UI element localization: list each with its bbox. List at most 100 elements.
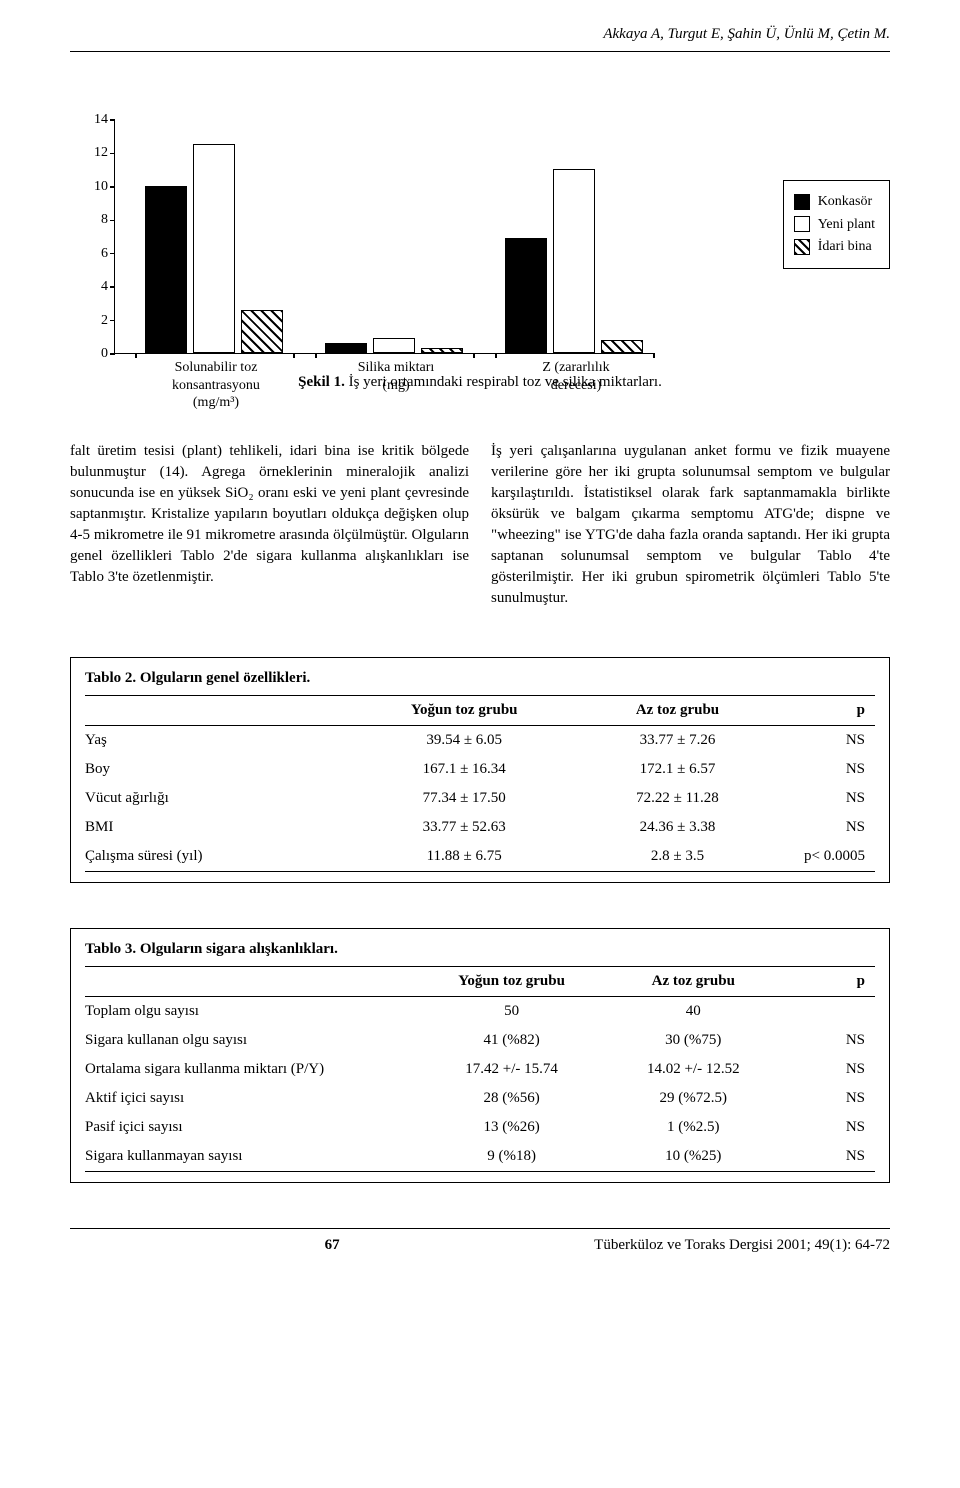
table-cell: 1 (%2.5) [606,1113,780,1142]
table-row: Çalışma süresi (yıl)11.88 ± 6.752.8 ± 3.… [85,842,875,872]
table-header [85,696,354,726]
table-header: Az toz grubu [575,696,780,726]
table3: Yoğun toz grubuAz toz grubupToplam olgu … [85,966,875,1172]
table-cell: 13 (%26) [417,1113,607,1142]
table-cell: Çalışma süresi (yıl) [85,842,354,872]
table-cell: 30 (%75) [606,1026,780,1055]
x-category-label: Silika miktarı(mg) [301,353,491,394]
bar-yeni-plant [193,144,235,353]
table-cell: 72.22 ± 11.28 [575,784,780,813]
table-cell: NS [780,1055,875,1084]
table-row: Sigara kullanmayan sayısı9 (%18)10 (%25)… [85,1142,875,1172]
page-footer: 67 Tüberküloz ve Toraks Dergisi 2001; 49… [70,1229,890,1256]
table-cell: 39.54 ± 6.05 [354,726,575,756]
legend-swatch [794,239,810,255]
table-cell: 17.42 +/- 15.74 [417,1055,607,1084]
table-cell: NS [780,755,875,784]
x-category-label: Z (zararlılıkderecesi) [481,353,671,394]
table-cell: Pasif içici sayısı [85,1113,417,1142]
table-cell: NS [780,1113,875,1142]
bar-chart: 0 2 4 6 8 10 12 14 Solunabilir tozkonsantrasyon… [70,112,740,362]
table-cell: 28 (%56) [417,1084,607,1113]
table2-title: Tablo 2. Olguların genel özellikleri. [85,668,875,695]
bar-yeni-plant [373,338,415,353]
table2: Yoğun toz grubuAz toz grubupYaş39.54 ± 6… [85,695,875,872]
y-tick-label: 2 [101,311,108,331]
legend-swatch [794,194,810,210]
chart-container: 0 2 4 6 8 10 12 14 Solunabilir tozkonsantrasyon… [70,112,890,362]
table-row: Boy167.1 ± 16.34172.1 ± 6.57NS [85,755,875,784]
table-cell: NS [780,784,875,813]
table-row: Yaş39.54 ± 6.0533.77 ± 7.26NS [85,726,875,756]
legend-item: İdari bina [794,237,875,257]
table-cell: p< 0.0005 [780,842,875,872]
table-header: Yoğun toz grubu [354,696,575,726]
y-tick-label: 14 [94,110,108,130]
table-cell: 167.1 ± 16.34 [354,755,575,784]
table-row: BMI33.77 ± 52.6324.36 ± 3.38NS [85,813,875,842]
table3-box: Tablo 3. Olguların sigara alışkanlıkları… [70,928,890,1183]
y-tick-label: 0 [101,344,108,364]
table-cell: Sigara kullanan olgu sayısı [85,1026,417,1055]
journal-ref: Tüberküloz ve Toraks Dergisi 2001; 49(1)… [594,1235,890,1256]
plot-area: Solunabilir tozkonsantrasyonu(mg/m³)Sili… [114,120,654,354]
table-cell: 77.34 ± 17.50 [354,784,575,813]
y-tick-label: 8 [101,210,108,230]
table-cell: 10 (%25) [606,1142,780,1172]
legend-swatch [794,216,810,232]
table-cell: 40 [606,997,780,1027]
bar-i̇dari-bina [601,340,643,353]
table-cell: Sigara kullanmayan sayısı [85,1142,417,1172]
table2-box: Tablo 2. Olguların genel özellikleri. Yo… [70,657,890,883]
table-cell: Toplam olgu sayısı [85,997,417,1027]
bar-yeni-plant [553,169,595,353]
table3-title: Tablo 3. Olguların sigara alışkanlıkları… [85,939,875,966]
table-header: p [780,967,875,997]
table-cell: 29 (%72.5) [606,1084,780,1113]
legend-item: Yeni plant [794,215,875,235]
table-cell: 24.36 ± 3.38 [575,813,780,842]
table-cell: 14.02 +/- 12.52 [606,1055,780,1084]
chart-legend: Konkasör Yeni plantİdari bina [783,180,890,269]
table-row: Aktif içici sayısı28 (%56)29 (%72.5)NS [85,1084,875,1113]
legend-item: Konkasör [794,192,875,212]
y-tick-label: 6 [101,244,108,264]
table-header: Az toz grubu [606,967,780,997]
table-header: p [780,696,875,726]
table-cell: Yaş [85,726,354,756]
bar-konkasör [145,186,187,353]
table-cell [780,997,875,1027]
table-cell: 9 (%18) [417,1142,607,1172]
table-cell: 172.1 ± 6.57 [575,755,780,784]
table-cell: Boy [85,755,354,784]
table-cell: 11.88 ± 6.75 [354,842,575,872]
legend-label: İdari bina [818,237,872,257]
bar-konkasör [505,238,547,353]
table-row: Toplam olgu sayısı5040 [85,997,875,1027]
body-right: İş yeri çalışanlarına uygulanan anket fo… [491,441,890,609]
body-left: falt üretim tesisi (plant) tehlikeli, id… [70,441,469,609]
table-cell: NS [780,1084,875,1113]
table-cell: 33.77 ± 7.26 [575,726,780,756]
header-divider [70,51,890,52]
table-cell: 33.77 ± 52.63 [354,813,575,842]
bar-konkasör [325,343,367,353]
bar-i̇dari-bina [241,310,283,353]
table-cell: 2.8 ± 3.5 [575,842,780,872]
y-tick-label: 4 [101,277,108,297]
y-tick-label: 12 [94,144,108,164]
table-cell: NS [780,1142,875,1172]
table-row: Ortalama sigara kullanma miktarı (P/Y)17… [85,1055,875,1084]
legend-label: Konkasör [818,192,872,212]
y-tick-label: 10 [94,177,108,197]
table-header [85,967,417,997]
page-number: 67 [325,1235,340,1256]
table-cell: Vücut ağırlığı [85,784,354,813]
table-row: Vücut ağırlığı77.34 ± 17.5072.22 ± 11.28… [85,784,875,813]
table-header: Yoğun toz grubu [417,967,607,997]
body-columns: falt üretim tesisi (plant) tehlikeli, id… [70,441,890,609]
table-cell: NS [780,813,875,842]
table-cell: 41 (%82) [417,1026,607,1055]
x-category-label: Solunabilir tozkonsantrasyonu(mg/m³) [121,353,311,412]
table-cell: 50 [417,997,607,1027]
